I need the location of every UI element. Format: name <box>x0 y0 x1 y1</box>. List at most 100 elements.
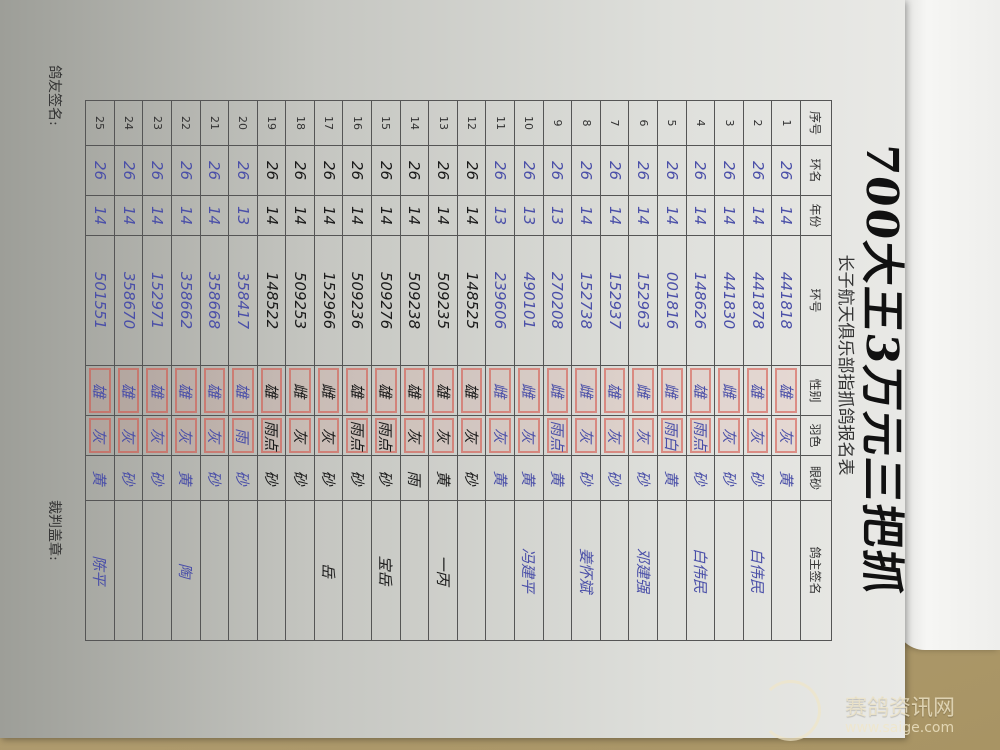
row-number: 24 <box>122 116 136 130</box>
ring-prefix-cell: 26 <box>628 145 658 196</box>
ring-prefix: 26 <box>291 160 310 181</box>
sex: 雄 <box>776 382 795 398</box>
sex-cell: 雌 <box>285 365 315 416</box>
owner-signature-cell <box>114 500 143 641</box>
owner-signature-cell <box>600 500 629 641</box>
eye-sand-cell: 砂 <box>343 455 372 501</box>
feather-color: 灰 <box>404 427 423 443</box>
feather-color: 灰 <box>147 427 166 443</box>
eye-sand-cell: 砂 <box>114 455 143 501</box>
row-number: 22 <box>179 116 193 130</box>
feather-color: 灰 <box>176 427 195 443</box>
year-cell: 13 <box>485 195 515 236</box>
year: 14 <box>748 205 767 226</box>
sex-cell: 雄 <box>343 365 372 416</box>
eye-sand-cell: 砂 <box>200 455 229 501</box>
ring-prefix: 26 <box>119 160 138 181</box>
eye-sand-cell: 砂 <box>228 455 258 501</box>
year-cell: 14 <box>600 195 629 236</box>
ring-number: 148626 <box>691 271 710 330</box>
owner-signature-cell <box>142 500 172 641</box>
feather-color-cell: 灰 <box>457 415 486 456</box>
ring-number: 358670 <box>119 271 138 330</box>
feather-color-cell: 灰 <box>485 415 515 456</box>
ring-number: 358662 <box>176 271 195 330</box>
row-number: 25 <box>93 116 107 130</box>
ring-number: 152971 <box>148 271 167 330</box>
feather-color: 雨白 <box>662 420 681 451</box>
year-cell: 14 <box>771 195 801 236</box>
table-row: 13 26 14 509235 雄灰黄一丙 <box>428 100 458 641</box>
ring-number-cell: 148525 <box>457 235 486 366</box>
sex: 雄 <box>690 382 709 398</box>
eye-sand: 黄 <box>490 470 509 486</box>
row-number: 1 <box>779 119 793 127</box>
sex-cell: 雌 <box>543 365 572 416</box>
ring-number: 441878 <box>748 271 767 330</box>
ring-number-cell: 358668 <box>200 235 229 366</box>
year: 14 <box>176 205 195 226</box>
table-row: 22 26 14 358662 雄灰黄陶 <box>171 100 201 641</box>
feather-color: 灰 <box>748 427 767 443</box>
row-number-cell: 25 <box>85 100 115 146</box>
table-row: 3 26 14 441830 雌灰砂 <box>714 100 744 641</box>
year: 14 <box>720 205 739 226</box>
row-number: 13 <box>436 116 450 130</box>
year-cell: 13 <box>228 195 258 236</box>
ring-prefix: 26 <box>777 160 796 181</box>
year-cell: 14 <box>343 195 372 236</box>
ring-number-cell: 148522 <box>257 235 286 366</box>
ring-prefix-cell: 26 <box>485 145 515 196</box>
ring-prefix-cell: 26 <box>171 145 201 196</box>
row-number: 9 <box>550 119 564 127</box>
feather-color: 灰 <box>204 427 223 443</box>
column-header: 序号 <box>800 100 832 146</box>
year: 14 <box>262 205 281 226</box>
eye-sand: 砂 <box>262 470 281 486</box>
sex: 雄 <box>262 382 281 398</box>
year-cell: 14 <box>714 195 744 236</box>
feather-color-cell: 雨点 <box>686 415 715 456</box>
eye-sand-cell: 黄 <box>485 455 515 501</box>
feather-color-cell: 雨白 <box>657 415 687 456</box>
ring-prefix: 26 <box>691 160 710 181</box>
feather-color: 灰 <box>605 427 624 443</box>
row-number: 16 <box>350 116 364 130</box>
feather-color: 雨点 <box>376 420 395 451</box>
owner-signature: 姜怀斌 <box>576 547 595 593</box>
row-number-cell: 13 <box>428 100 458 146</box>
table-row: 10 26 13 490101 雌灰黄冯建平 <box>514 100 544 641</box>
row-number-cell: 21 <box>200 100 229 146</box>
ring-number: 441818 <box>777 271 796 330</box>
eye-sand-cell: 黄 <box>543 455 572 501</box>
row-number-cell: 10 <box>514 100 544 146</box>
ring-number-cell: 152966 <box>314 235 343 366</box>
owner-signature-cell: 白伟民 <box>743 500 772 641</box>
ring-number: 239606 <box>491 271 510 330</box>
sex-cell: 雄 <box>114 365 143 416</box>
sex-cell: 雄 <box>371 365 401 416</box>
feather-color-cell: 灰 <box>628 415 658 456</box>
ring-prefix-cell: 26 <box>514 145 544 196</box>
ring-prefix: 26 <box>405 160 424 181</box>
ring-number-cell: 441830 <box>714 235 744 366</box>
owner-signature-cell: 冯建平 <box>514 500 544 641</box>
row-number: 19 <box>265 116 279 130</box>
eye-sand: 砂 <box>119 470 138 486</box>
owner-signature: 邓建强 <box>633 547 652 593</box>
owner-signature-cell <box>714 500 744 641</box>
eye-sand-cell: 砂 <box>571 455 601 501</box>
column-header: 年份 <box>800 195 832 236</box>
feather-color-cell: 灰 <box>571 415 601 456</box>
ring-prefix: 26 <box>748 160 767 181</box>
sex: 雄 <box>233 382 252 398</box>
ring-number-cell: 509253 <box>285 235 315 366</box>
year-cell: 14 <box>400 195 429 236</box>
sex: 雌 <box>662 382 681 398</box>
row-number: 15 <box>379 116 393 130</box>
sex-cell: 雄 <box>400 365 429 416</box>
sex: 雄 <box>119 382 138 398</box>
ring-number-cell: 152971 <box>142 235 172 366</box>
ring-number: 509236 <box>348 271 367 330</box>
ring-prefix-cell: 26 <box>114 145 143 196</box>
